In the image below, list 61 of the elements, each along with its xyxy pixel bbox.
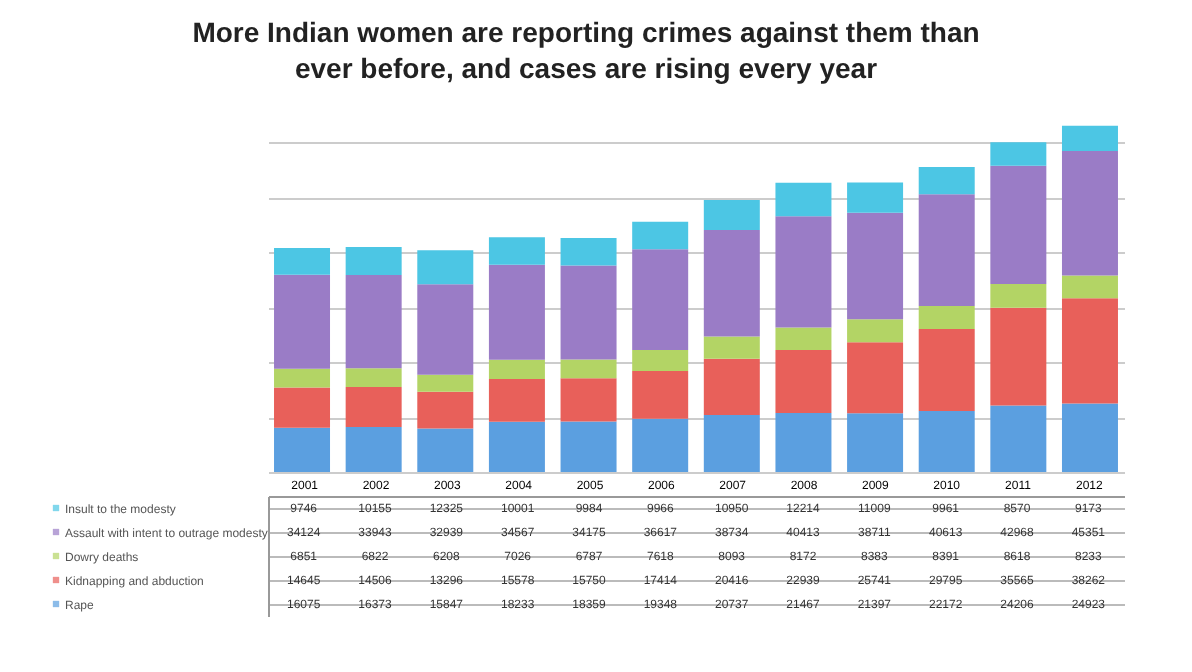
bar: [632, 249, 689, 350]
bar: [918, 194, 975, 307]
bar: [703, 336, 760, 359]
bar: [417, 284, 474, 375]
bar: [1061, 150, 1118, 276]
bar: [775, 182, 832, 217]
bar: [274, 274, 331, 369]
chart-title: More Indian women are reporting crimes against them than ever before, and cases are rising every year: [192, 16, 980, 84]
bar: [847, 413, 904, 472]
bar: [632, 370, 689, 419]
bar: [990, 307, 1047, 406]
bar: [560, 238, 617, 266]
bar: [703, 358, 760, 415]
bar: [488, 237, 545, 265]
bar: [632, 349, 689, 371]
bar: [560, 421, 617, 472]
bar: [560, 359, 617, 379]
bar: [274, 248, 331, 275]
bar: [775, 349, 832, 413]
bar: [990, 142, 1047, 166]
bar: [417, 428, 474, 472]
bar: [632, 418, 689, 472]
bar: [918, 411, 975, 472]
bar: [417, 391, 474, 429]
bar: [488, 379, 545, 422]
bar: [1061, 125, 1118, 151]
bar: [775, 327, 832, 350]
bar: [488, 264, 545, 360]
bar: [1061, 403, 1118, 472]
bar: [847, 182, 904, 213]
bar: [1061, 298, 1118, 404]
bar: [632, 221, 689, 250]
bar: [345, 426, 402, 472]
bar: [847, 342, 904, 414]
bar: [345, 274, 402, 369]
bar: [990, 283, 1047, 308]
bar: [775, 216, 832, 328]
bar: [417, 250, 474, 285]
bar: [990, 405, 1047, 472]
bar: [1061, 275, 1118, 299]
bar: [775, 412, 832, 472]
bar: [417, 374, 474, 392]
bar: [274, 368, 331, 388]
bar: [918, 166, 975, 195]
bar: [274, 427, 331, 472]
bar: [274, 387, 331, 428]
bar: [990, 165, 1047, 284]
bar: [918, 306, 975, 330]
bar: [488, 421, 545, 472]
bar: [847, 319, 904, 343]
bar: [488, 359, 545, 380]
bar: [345, 247, 402, 275]
bar: [703, 230, 760, 337]
bar: [703, 199, 760, 231]
bar: [560, 378, 617, 422]
bar: [345, 387, 402, 427]
bar: [918, 329, 975, 412]
bar: [703, 414, 760, 472]
bar: [560, 265, 617, 360]
bar: [345, 368, 402, 388]
bar: [847, 212, 904, 320]
